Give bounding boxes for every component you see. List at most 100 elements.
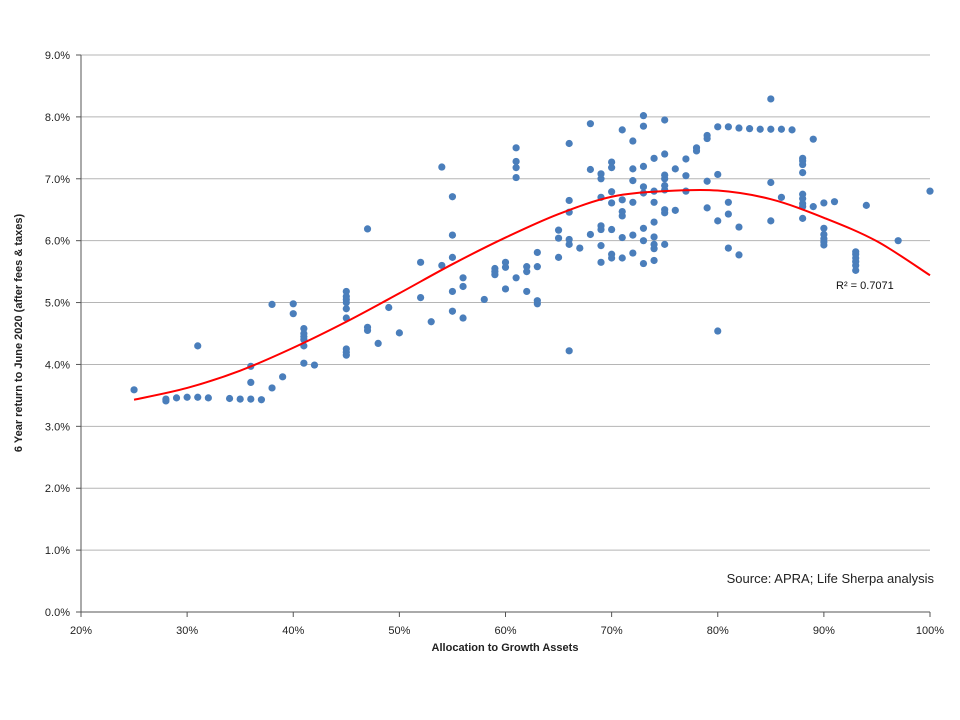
y-axis: 0.0% 1.0% 2.0% 3.0% 4.0% 5.0% 6.0% 7.0% 8.0% 9.0% bbox=[45, 50, 82, 619]
data-point bbox=[172, 394, 181, 402]
data-point bbox=[703, 131, 711, 140]
data-point bbox=[661, 206, 669, 214]
data-point bbox=[745, 125, 754, 133]
data-point bbox=[204, 394, 212, 402]
data-point bbox=[279, 373, 287, 381]
data-point bbox=[608, 250, 616, 258]
data-point bbox=[236, 395, 244, 403]
data-point bbox=[554, 253, 563, 261]
data-point bbox=[820, 199, 828, 207]
data-point bbox=[714, 123, 722, 131]
data-point bbox=[650, 256, 658, 265]
data-point bbox=[756, 125, 764, 133]
data-point bbox=[395, 329, 403, 337]
data-point bbox=[862, 201, 870, 209]
data-point bbox=[926, 187, 934, 195]
data-point bbox=[523, 287, 531, 296]
x-tick-label: 40% bbox=[282, 625, 304, 637]
data-point bbox=[639, 224, 648, 232]
data-point bbox=[735, 124, 743, 132]
data-point bbox=[459, 314, 467, 322]
gridlines bbox=[81, 54, 930, 551]
x-tick-label: 20% bbox=[70, 625, 92, 637]
data-point bbox=[661, 116, 669, 124]
data-point bbox=[448, 307, 457, 315]
data-point bbox=[225, 394, 234, 403]
data-point bbox=[661, 240, 669, 248]
data-point bbox=[427, 318, 435, 326]
data-point bbox=[714, 170, 722, 179]
data-point bbox=[629, 231, 637, 239]
data-point bbox=[650, 198, 658, 206]
data-point bbox=[639, 237, 648, 245]
data-point bbox=[682, 172, 690, 180]
data-point bbox=[512, 164, 520, 172]
data-point bbox=[310, 361, 319, 369]
y-tick-label: 2.0% bbox=[45, 483, 70, 495]
data-point bbox=[183, 393, 191, 401]
data-point bbox=[374, 339, 382, 348]
data-point bbox=[639, 122, 648, 130]
data-point bbox=[448, 193, 457, 201]
data-point bbox=[363, 323, 372, 331]
data-point bbox=[597, 175, 605, 183]
source-note: Source: APRA; Life Sherpa analysis bbox=[727, 571, 935, 586]
data-point bbox=[799, 190, 807, 198]
data-point bbox=[554, 226, 563, 234]
data-point bbox=[639, 183, 648, 191]
data-point bbox=[512, 274, 520, 282]
data-point bbox=[512, 173, 520, 182]
data-point bbox=[554, 234, 563, 242]
data-point bbox=[735, 223, 743, 231]
data-point bbox=[565, 139, 573, 148]
data-point bbox=[586, 230, 595, 239]
data-point bbox=[533, 248, 541, 257]
data-point bbox=[586, 120, 595, 128]
data-point bbox=[692, 144, 701, 152]
y-axis-title: 6 Year return to June 2020 (after fees &… bbox=[13, 214, 25, 453]
data-point bbox=[268, 300, 276, 309]
data-point bbox=[735, 251, 743, 259]
data-point bbox=[629, 249, 637, 257]
data-point bbox=[820, 230, 828, 239]
data-point bbox=[597, 222, 605, 230]
data-point bbox=[618, 196, 626, 204]
data-point bbox=[767, 217, 775, 225]
data-point bbox=[608, 225, 616, 234]
data-points bbox=[130, 95, 934, 405]
data-point bbox=[257, 396, 266, 404]
data-point bbox=[767, 178, 775, 187]
data-point bbox=[194, 342, 202, 350]
data-point bbox=[788, 126, 796, 134]
data-point bbox=[247, 378, 255, 386]
data-point bbox=[618, 254, 626, 262]
data-point bbox=[608, 199, 616, 207]
data-point bbox=[629, 137, 637, 145]
x-tick-label: 70% bbox=[601, 625, 623, 637]
data-point bbox=[639, 259, 648, 268]
data-point bbox=[852, 248, 860, 256]
data-point bbox=[342, 345, 350, 353]
data-point bbox=[671, 165, 679, 173]
data-point bbox=[342, 287, 350, 296]
y-tick-label: 5.0% bbox=[45, 298, 70, 310]
y-tick-label: 6.0% bbox=[45, 236, 70, 248]
data-point bbox=[597, 258, 605, 266]
data-point bbox=[714, 327, 722, 335]
data-point bbox=[820, 224, 828, 232]
data-point bbox=[682, 155, 690, 163]
data-point bbox=[650, 218, 658, 226]
data-point bbox=[417, 294, 425, 302]
data-point bbox=[852, 266, 860, 274]
x-tick-label: 30% bbox=[176, 625, 198, 637]
data-point bbox=[533, 297, 541, 305]
x-tick-label: 50% bbox=[388, 625, 410, 637]
data-point bbox=[650, 233, 658, 241]
x-axis: 20% 30% 40% 50% 60% 70% 80% 90% 100% bbox=[70, 611, 944, 637]
y-tick-label: 4.0% bbox=[45, 359, 70, 371]
data-point bbox=[300, 324, 308, 333]
data-point bbox=[724, 210, 732, 218]
data-point bbox=[342, 305, 350, 313]
data-point bbox=[586, 165, 595, 174]
